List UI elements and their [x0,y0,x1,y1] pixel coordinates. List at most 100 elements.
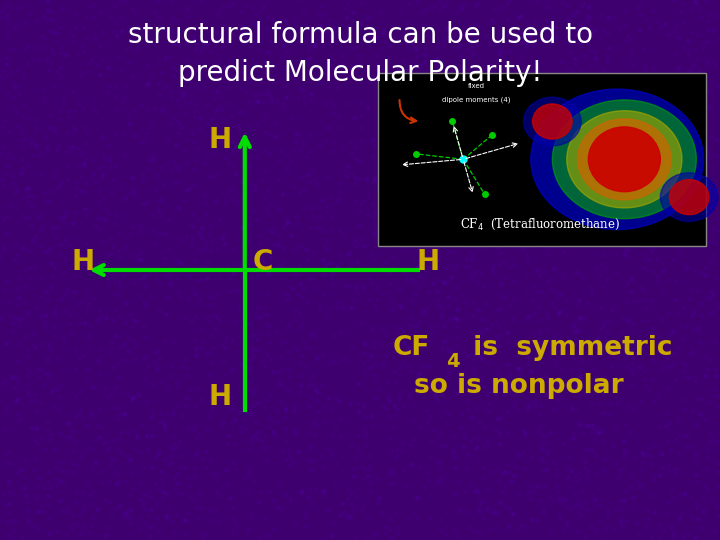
Point [84,491,96,500]
Point [367,422,379,430]
Point [160,423,171,431]
Point [259,128,271,137]
Point [405,314,417,322]
Point [112,445,124,454]
Point [138,176,149,184]
Point [368,136,379,144]
Point [89,105,100,113]
Point [13,294,24,302]
Point [32,423,43,432]
Point [78,505,89,514]
Point [563,452,575,461]
Point [451,75,463,84]
Point [390,401,401,409]
Point [464,524,476,532]
Point [91,214,102,223]
Point [344,250,356,259]
Point [432,297,444,306]
Point [284,231,296,239]
Point [185,92,197,101]
Point [4,531,16,539]
Point [693,328,705,336]
Point [709,274,720,283]
Point [284,348,295,357]
Point [467,271,479,280]
Point [146,432,158,441]
Point [536,388,547,396]
Point [441,0,452,6]
Point [419,186,431,194]
Point [542,148,554,157]
Point [176,489,188,498]
Point [693,31,704,40]
Point [277,366,289,374]
Point [31,142,42,151]
Point [263,329,274,338]
Point [346,303,358,312]
Point [572,327,584,336]
Point [476,496,487,505]
Point [46,59,58,68]
Point [428,280,440,288]
Point [112,471,124,480]
Point [307,332,318,340]
Point [40,312,51,320]
Point [208,95,220,104]
Point [588,225,600,233]
Point [503,30,515,38]
Point [258,403,270,412]
Point [520,91,531,100]
Point [197,326,208,334]
Point [671,171,683,179]
Point [381,157,392,166]
Point [711,502,720,511]
Point [644,24,655,32]
Point [594,271,606,280]
Point [82,365,94,374]
Point [261,25,273,33]
Point [698,509,710,518]
Point [511,190,523,198]
Point [4,127,15,136]
Point [683,50,695,59]
Point [366,201,378,210]
Point [228,336,239,345]
Point [224,287,235,296]
Point [364,451,376,460]
Point [640,382,652,390]
Point [91,266,103,275]
Point [395,301,407,310]
Point [618,195,629,204]
Point [395,362,407,371]
Point [127,37,138,46]
Point [647,247,658,256]
Point [401,343,413,352]
Point [337,301,348,309]
Point [590,427,602,436]
Point [318,42,329,50]
Point [415,272,426,281]
Point [153,56,164,65]
Point [472,305,483,314]
Point [432,396,444,405]
Point [154,418,166,427]
Point [10,397,22,406]
Point [536,440,547,449]
Point [114,502,126,511]
Point [128,132,140,140]
Point [447,226,459,234]
Point [181,394,193,402]
Point [468,364,480,373]
Point [620,7,631,16]
Point [135,222,146,231]
Point [712,402,720,411]
Point [364,462,376,470]
Point [701,222,712,231]
Point [693,147,705,156]
Point [195,48,207,56]
Point [567,39,578,48]
Point [449,265,460,274]
Point [700,0,711,6]
Point [202,300,214,309]
Point [618,437,629,445]
